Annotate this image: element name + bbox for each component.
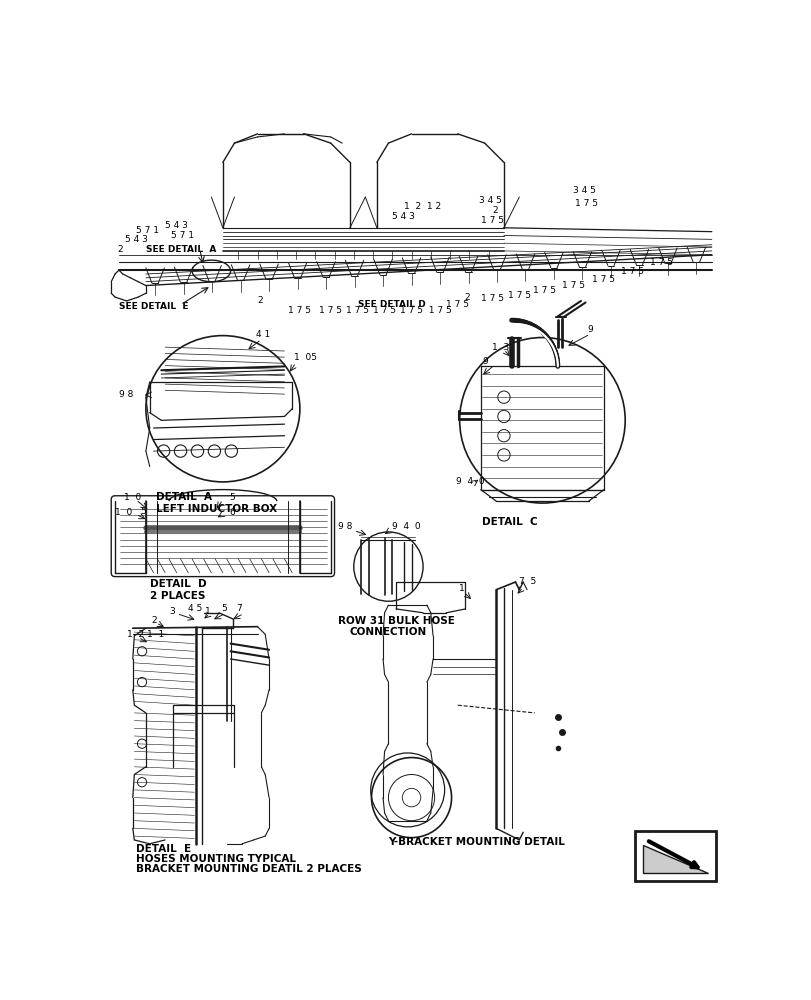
Text: 1  2  1 2: 1 2 1 2: [403, 202, 440, 211]
Text: 7  5: 7 5: [519, 578, 536, 586]
Text: 9: 9: [482, 357, 487, 366]
Text: DETAIL  E: DETAIL E: [135, 844, 191, 854]
Text: 1 7 5: 1 7 5: [288, 306, 311, 315]
Text: DETAIL  A: DETAIL A: [156, 492, 212, 502]
Text: 5 4 3: 5 4 3: [165, 221, 188, 230]
Text: 2: 2: [151, 616, 157, 625]
Text: 4 5: 4 5: [188, 604, 202, 613]
Text: 5: 5: [229, 493, 234, 502]
Text: DETAIL  C: DETAIL C: [482, 517, 538, 527]
Text: BRACKET MOUNTING DEATIL 2 PLACES: BRACKET MOUNTING DEATIL 2 PLACES: [135, 864, 361, 874]
Text: 1 7 5: 1 7 5: [372, 306, 396, 315]
Text: 1 7 5: 1 7 5: [561, 281, 584, 290]
Text: 1 7 5: 1 7 5: [445, 300, 469, 309]
Text: LEFT INDUCTOR BOX: LEFT INDUCTOR BOX: [156, 504, 277, 514]
Text: 1  0: 1 0: [115, 508, 132, 517]
Text: 2: 2: [463, 293, 469, 302]
Text: 3: 3: [169, 607, 174, 616]
Text: 1 7 5: 1 7 5: [480, 294, 503, 303]
Text: 1 7 5: 1 7 5: [507, 291, 530, 300]
Text: 1  3: 1 3: [491, 343, 509, 352]
Text: SEE DETAIL D: SEE DETAIL D: [357, 300, 425, 309]
Text: 5 7 1: 5 7 1: [171, 231, 194, 240]
Text: 2: 2: [118, 245, 122, 254]
Text: 9: 9: [586, 325, 592, 334]
Text: 1 7 5: 1 7 5: [620, 267, 643, 276]
Text: 1 7 5: 1 7 5: [533, 286, 556, 295]
Text: 5 4 3: 5 4 3: [392, 212, 414, 221]
Text: 9 8: 9 8: [118, 390, 133, 399]
Text: ROW 31 BULK HOSE: ROW 31 BULK HOSE: [338, 615, 455, 626]
Text: 6: 6: [229, 508, 234, 517]
Text: 7: 7: [236, 604, 242, 613]
Text: 4 1: 4 1: [255, 330, 270, 339]
Polygon shape: [642, 845, 707, 873]
Text: 1  0: 1 0: [123, 493, 140, 502]
Text: 1  05: 1 05: [294, 353, 317, 362]
Text: 1 7 5: 1 7 5: [345, 306, 369, 315]
Text: SEE DETAIL  A: SEE DETAIL A: [146, 245, 216, 254]
Text: 5: 5: [140, 507, 146, 516]
Text: Y-BRACKET MOUNTING DETAIL: Y-BRACKET MOUNTING DETAIL: [388, 837, 564, 847]
Text: 9 8: 9 8: [338, 522, 352, 531]
Text: 9  4  0: 9 4 0: [392, 522, 420, 531]
Text: 1: 1: [459, 584, 465, 593]
Text: 1 7 5: 1 7 5: [592, 275, 615, 284]
Text: 2: 2: [257, 296, 263, 305]
Text: HOSES MOUNTING TYPICAL: HOSES MOUNTING TYPICAL: [135, 854, 295, 864]
Text: 1  2 1  1: 1 2 1 1: [127, 630, 164, 639]
Text: 1: 1: [205, 607, 211, 616]
Text: 1 7 5: 1 7 5: [574, 199, 597, 208]
Text: 5: 5: [221, 604, 227, 613]
Text: DETAIL  D: DETAIL D: [149, 579, 206, 589]
Text: 5 7 1: 5 7 1: [135, 226, 159, 235]
Text: 1 7 5  1 7 5: 1 7 5 1 7 5: [400, 306, 451, 315]
Text: 3 4 5: 3 4 5: [478, 196, 501, 205]
Text: 3 4 5: 3 4 5: [573, 186, 595, 195]
Text: 1 7 5: 1 7 5: [480, 216, 503, 225]
Text: SEE DETAIL  E: SEE DETAIL E: [118, 302, 188, 311]
Text: 1 7 5: 1 7 5: [650, 258, 672, 267]
Text: 1 7 5: 1 7 5: [319, 306, 341, 315]
Text: 9  4  0: 9 4 0: [456, 477, 484, 486]
Text: CONNECTION: CONNECTION: [350, 627, 427, 637]
Text: 5 4 3: 5 4 3: [125, 235, 148, 244]
Text: 2: 2: [491, 206, 497, 215]
Text: 2 PLACES: 2 PLACES: [149, 591, 205, 601]
